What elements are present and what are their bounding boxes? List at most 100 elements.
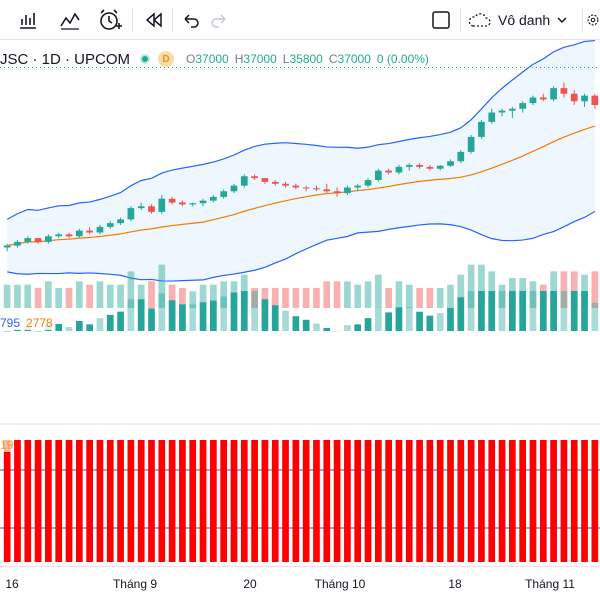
candle-body bbox=[354, 185, 362, 188]
oscillator-bar bbox=[158, 293, 166, 331]
candle-body bbox=[230, 185, 238, 192]
candle-body bbox=[498, 110, 506, 113]
alert-clock-icon[interactable] bbox=[96, 6, 126, 34]
signal-bar bbox=[106, 440, 114, 562]
volume-bar bbox=[282, 288, 289, 308]
candle-body bbox=[416, 165, 423, 167]
oscillator-bar bbox=[313, 323, 320, 331]
volume-bar bbox=[106, 284, 114, 308]
undo-icon[interactable] bbox=[178, 6, 204, 34]
replay-icon[interactable] bbox=[140, 6, 168, 34]
candle-body bbox=[45, 236, 52, 242]
candle-body bbox=[457, 151, 465, 162]
candle-body bbox=[302, 187, 310, 189]
oscillator-bar bbox=[282, 310, 289, 331]
oscillator-bar bbox=[75, 321, 83, 331]
redo-icon[interactable] bbox=[206, 6, 232, 34]
low-label: L bbox=[282, 52, 290, 66]
volume-bar bbox=[436, 288, 444, 308]
volume-bar bbox=[560, 271, 568, 308]
signal-bar bbox=[498, 440, 506, 562]
volume-bar bbox=[385, 288, 392, 308]
signal-bar bbox=[519, 440, 527, 562]
layout-selector[interactable]: Vô danh bbox=[466, 6, 568, 34]
indicator-value-1: 795 bbox=[0, 316, 21, 330]
oscillator-bar bbox=[509, 291, 516, 331]
oscillator-bar bbox=[570, 291, 578, 331]
close-label: C bbox=[328, 52, 338, 66]
oscillator-bar bbox=[199, 302, 207, 331]
indicators-icon[interactable] bbox=[56, 6, 84, 34]
fullscreen-icon[interactable] bbox=[428, 6, 454, 34]
signal-bar bbox=[302, 440, 310, 562]
oscillator-bar bbox=[106, 314, 114, 331]
candle-body bbox=[127, 208, 135, 220]
bar-chart-icon[interactable] bbox=[14, 6, 42, 34]
candle-body bbox=[34, 238, 42, 242]
candle-body bbox=[96, 226, 104, 233]
signal-bar bbox=[55, 440, 63, 562]
volume-bar bbox=[3, 284, 11, 308]
signal-bar bbox=[354, 440, 362, 562]
candle-body bbox=[271, 181, 279, 184]
candle-body bbox=[86, 230, 93, 233]
candle-body bbox=[179, 202, 186, 205]
moving-average-line bbox=[7, 125, 596, 247]
time-axis[interactable]: 16 Tháng 9 20 Tháng 10 18 Tháng 11 bbox=[0, 566, 600, 600]
volume-bar bbox=[14, 284, 21, 308]
signal-bar bbox=[385, 440, 392, 562]
signal-bar bbox=[168, 440, 176, 562]
symbol-legend: JSC · 1D · UPCOM D O37000 H37000 L35800 … bbox=[0, 48, 429, 70]
cloud-icon bbox=[468, 13, 491, 27]
candle-body bbox=[65, 234, 73, 237]
signal-bar bbox=[333, 440, 341, 562]
candle-body bbox=[509, 108, 516, 111]
low-value: 35800 bbox=[289, 52, 323, 66]
price-chart[interactable] bbox=[0, 40, 600, 566]
volume-bar bbox=[210, 284, 217, 308]
signal-bar bbox=[24, 440, 32, 562]
candle-body bbox=[168, 198, 176, 203]
oscillator-bar bbox=[179, 304, 186, 331]
volume-bar bbox=[189, 291, 197, 308]
signal-bar bbox=[148, 440, 155, 562]
candle-body bbox=[591, 95, 599, 105]
oscillator-bar bbox=[364, 318, 372, 331]
signal-bar bbox=[65, 440, 73, 562]
signal-bar bbox=[210, 440, 217, 562]
candle-body bbox=[364, 180, 372, 186]
signal-bar bbox=[282, 440, 289, 562]
volume-bar bbox=[529, 281, 537, 308]
candle-body bbox=[426, 166, 434, 169]
candle-body bbox=[374, 170, 382, 180]
oscillator-bar bbox=[560, 291, 568, 331]
oscillator-bar bbox=[251, 291, 258, 331]
volume-bar bbox=[395, 281, 403, 308]
signal-bar bbox=[230, 440, 238, 562]
signal-bar bbox=[45, 440, 52, 562]
oscillator-bar bbox=[405, 307, 413, 331]
signal-bar bbox=[395, 440, 403, 562]
volume-bar bbox=[271, 288, 279, 308]
volume-bar bbox=[45, 281, 52, 308]
volume-bar bbox=[426, 288, 434, 308]
oscillator-bar bbox=[34, 331, 42, 332]
candle-body bbox=[560, 88, 568, 94]
candle-body bbox=[333, 191, 341, 194]
signal-bar bbox=[240, 440, 248, 562]
signal-bar bbox=[447, 440, 454, 562]
candle-body bbox=[529, 97, 537, 104]
symbol-title[interactable]: JSC · 1D · UPCOM bbox=[0, 50, 131, 68]
signal-bar bbox=[591, 440, 599, 562]
candle-body bbox=[251, 176, 258, 179]
time-label: 20 bbox=[243, 577, 257, 591]
settings-gear-icon[interactable] bbox=[586, 6, 600, 34]
oscillator-bar bbox=[137, 299, 145, 331]
indicator-value-2: 2778 bbox=[26, 316, 53, 330]
candle-body bbox=[292, 185, 300, 188]
top-toolbar: Vô danh bbox=[0, 0, 600, 40]
signal-bar bbox=[364, 440, 372, 562]
volume-bar bbox=[251, 288, 258, 308]
volume-bar bbox=[570, 271, 578, 308]
oscillator-bar bbox=[3, 331, 11, 332]
